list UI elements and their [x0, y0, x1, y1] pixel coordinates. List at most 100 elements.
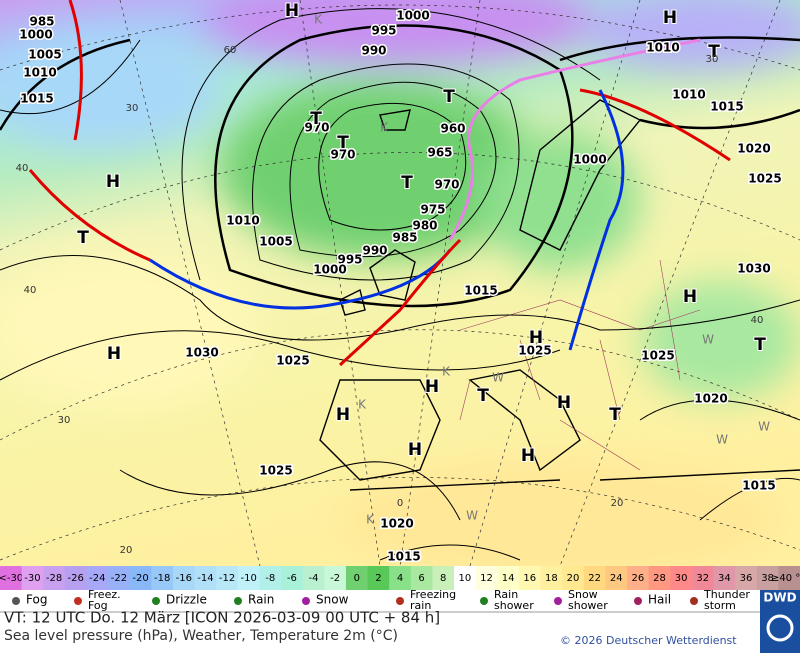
- isobar-label: 995: [371, 24, 396, 38]
- color-swatch: [194, 566, 217, 590]
- color-swatch: [670, 566, 693, 590]
- isobar-label: 1020: [737, 142, 770, 156]
- color-label: 16: [523, 573, 536, 584]
- pressure-center: H: [107, 344, 121, 364]
- color-swatch: [302, 566, 325, 590]
- temperature-label: 0: [397, 498, 403, 509]
- temperature-label: 60: [224, 45, 237, 56]
- weather-icon: [690, 597, 698, 605]
- isobar-label: 1000: [19, 28, 52, 42]
- color-swatch: [108, 566, 131, 590]
- color-label: 12: [480, 573, 493, 584]
- temperature-field: [0, 0, 800, 566]
- air-mass-label: K: [358, 398, 367, 412]
- color-swatch: [259, 566, 282, 590]
- weather-label: Drizzle: [166, 593, 207, 607]
- pressure-center: H: [683, 287, 697, 307]
- country-border: [459, 259, 701, 471]
- color-label: 14: [502, 573, 515, 584]
- air-mass-label: W: [702, 333, 714, 347]
- weather-icon: [480, 597, 488, 605]
- color-label: -4: [309, 573, 319, 584]
- isobar-label: 965: [427, 146, 452, 160]
- isobar-label: 1030: [737, 262, 770, 276]
- air-mass-label: W: [492, 371, 504, 385]
- color-swatch: [151, 566, 174, 590]
- pressure-center: T: [443, 87, 455, 107]
- color-swatch: [735, 566, 758, 590]
- isobar-label: 1025: [748, 172, 781, 186]
- color-label: -18: [154, 573, 170, 584]
- cold-front: [149, 249, 452, 310]
- color-swatch: [345, 566, 369, 590]
- pressure-center: T: [401, 173, 413, 193]
- graticule: [0, 4, 800, 561]
- pressure-center: T: [77, 228, 89, 248]
- color-swatch: [627, 566, 650, 590]
- pressure-center: T: [708, 42, 720, 62]
- color-label: -22: [111, 573, 127, 584]
- weather-icon: [12, 597, 20, 605]
- isobar-label: 990: [362, 244, 387, 258]
- pressure-center: H: [408, 440, 422, 460]
- valid-time: VT: 12 UTC Do. 12 März [ICON 2026-03-09 …: [4, 609, 440, 627]
- color-label: -6: [287, 573, 297, 584]
- air-mass-label: K: [366, 513, 375, 527]
- color-label: -14: [197, 573, 213, 584]
- color-swatch: [281, 566, 304, 590]
- isobar-label: 1005: [28, 48, 61, 62]
- dwd-logo: [760, 590, 800, 653]
- pressure-center: T: [477, 386, 489, 406]
- air-mass-label: K: [442, 365, 451, 379]
- weather-label: Fog: [88, 599, 108, 612]
- isobar-label: 970: [304, 121, 329, 135]
- weather-label: Freezing: [410, 588, 456, 601]
- color-swatch: [497, 566, 520, 590]
- color-label: 4: [397, 573, 403, 584]
- weather-label: Snow: [568, 588, 598, 601]
- color-scale: <-30 -30 -28 -26 -24 -22 -20 -18 -16 -14 -12 -10 -8-…: [0, 566, 800, 590]
- weather-icon: [74, 597, 82, 605]
- temperature-label: 40: [751, 315, 764, 326]
- color-swatch: [0, 566, 23, 590]
- weather-label: Snow: [316, 593, 349, 607]
- weather-label: Fog: [26, 593, 47, 607]
- pressure-center: H: [106, 172, 120, 192]
- color-label: 38: [761, 573, 774, 584]
- pressure-center: T: [754, 335, 766, 355]
- color-swatch: [756, 566, 779, 590]
- dwd-logo-mark: [766, 614, 794, 642]
- weather-icon: [234, 597, 242, 605]
- air-mass-label: W: [758, 420, 770, 434]
- cold-front: [568, 89, 625, 351]
- isobar-label: 1015: [20, 92, 53, 106]
- color-label: -20: [132, 573, 148, 584]
- color-swatch: [583, 566, 606, 590]
- color-swatch: [367, 566, 390, 590]
- pressure-center: H: [663, 8, 677, 28]
- weather-icon: [302, 597, 310, 605]
- map-labels: 1000995990985100010051010101597097096096…: [16, 0, 784, 565]
- color-label: 10: [458, 573, 471, 584]
- weather-icon: [634, 597, 642, 605]
- color-label: 8: [440, 573, 446, 584]
- color-swatch: [43, 566, 66, 590]
- isobar-label: 970: [330, 148, 355, 162]
- isobar-label: 1025: [259, 464, 292, 478]
- isobar-label: 980: [412, 219, 437, 233]
- color-label: ≥40 °C: [771, 573, 800, 584]
- map: 1000995990985100010051010101597097096096…: [0, 0, 800, 566]
- weather-label: Freez.: [88, 588, 121, 601]
- isobar-label: 1005: [259, 235, 292, 249]
- color-label: 24: [610, 573, 623, 584]
- color-label: 0: [354, 573, 360, 584]
- pressure-center: H: [425, 377, 439, 397]
- isobar-label: 970: [434, 178, 459, 192]
- isobar-label: 1020: [380, 517, 413, 531]
- color-swatch: [389, 566, 412, 590]
- color-swatch: [216, 566, 239, 590]
- isobar-label: 1010: [672, 88, 705, 102]
- dwd-logo-text: DWD: [763, 591, 796, 605]
- pressure-center: H: [529, 328, 543, 348]
- pressure-center: H: [336, 405, 350, 425]
